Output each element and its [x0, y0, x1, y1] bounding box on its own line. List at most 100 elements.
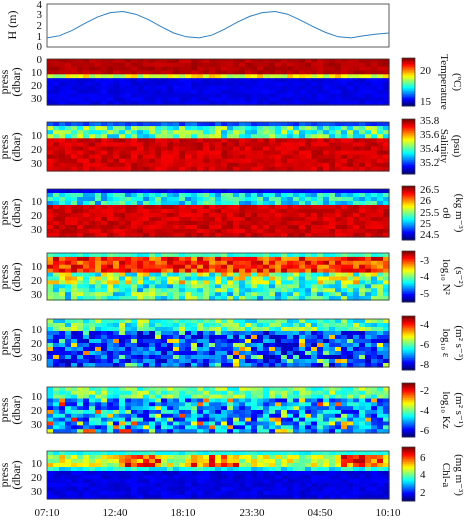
heatmap-cell	[251, 89, 258, 95]
heatmap-cell	[221, 463, 228, 468]
heatmap-cell	[281, 197, 288, 202]
heatmap-cell	[209, 463, 216, 468]
heatmap-cell	[191, 70, 198, 75]
heatmap-cell	[263, 85, 270, 91]
heatmap-cell	[335, 229, 342, 234]
heatmap-cell	[221, 406, 228, 411]
heatmap-cell	[323, 455, 330, 460]
heatmap-cell	[353, 467, 360, 472]
heatmap-cell	[71, 221, 78, 226]
heatmap-cell	[71, 213, 78, 218]
heatmap-cell	[209, 130, 216, 135]
heatmap-cell	[341, 253, 348, 258]
heatmap-cell	[113, 146, 120, 152]
heatmap-cell	[155, 193, 162, 198]
heatmap-cell	[89, 483, 96, 488]
heatmap-cell	[185, 292, 192, 297]
heatmap-cell	[371, 134, 378, 139]
heatmap-cell	[257, 166, 264, 172]
heatmap-cell	[329, 213, 336, 218]
heatmap-cell	[269, 483, 276, 488]
colorbar-segment	[402, 67, 415, 69]
heatmap-cell	[137, 146, 144, 152]
heatmap-cell	[173, 272, 180, 278]
heatmap-cell	[89, 264, 96, 270]
heatmap-cell	[371, 390, 378, 396]
heatmap-cell	[341, 82, 348, 87]
heatmap-cell	[53, 398, 60, 403]
heatmap-cell	[371, 288, 378, 293]
heatmap-cell	[215, 339, 222, 344]
heatmap-cell	[341, 268, 348, 274]
heatmap-cell	[275, 264, 282, 270]
heatmap-cell	[173, 201, 180, 206]
heatmap-cell	[371, 256, 378, 262]
heatmap-cell	[101, 225, 108, 230]
heatmap-cell	[257, 126, 264, 131]
heatmap-cell	[317, 213, 324, 218]
heatmap-cell	[251, 296, 258, 301]
heatmap-cell	[329, 355, 336, 360]
colorbar-segment	[402, 359, 415, 363]
heatmap-cell	[323, 256, 330, 262]
heatmap-cell	[365, 463, 372, 468]
heatmap-cell	[173, 421, 180, 426]
heatmap-cell	[191, 327, 198, 332]
heatmap-cell	[335, 296, 342, 301]
heatmap-cell	[191, 363, 198, 368]
heatmap-cell	[101, 217, 108, 222]
heatmap-cell	[227, 355, 234, 360]
heatmap-cell	[47, 59, 54, 64]
heatmap-cell	[299, 292, 306, 297]
heatmap-cell	[215, 363, 222, 368]
heatmap-cell	[251, 284, 258, 289]
heatmap-cell	[167, 229, 174, 234]
heatmap-cell	[137, 101, 144, 106]
log10-n2-ytick-label-0: 10	[31, 261, 43, 273]
heatmap-cell	[89, 66, 96, 72]
heatmap-cell	[59, 59, 66, 64]
heatmap-cell	[293, 323, 300, 328]
heatmap-cell	[161, 93, 168, 98]
log10-epsilon-ytick-label-2: 30	[31, 352, 43, 364]
heatmap-cell	[143, 260, 150, 266]
colorbar-segment	[402, 61, 415, 63]
heatmap-cell	[185, 479, 192, 484]
heatmap-cell	[149, 463, 156, 468]
heatmap-cell	[119, 471, 126, 476]
heatmap-cell	[383, 89, 390, 95]
heatmap-cell	[221, 256, 228, 262]
heatmap-cell	[245, 339, 252, 344]
heatmap-cell	[215, 78, 222, 83]
heatmap-cell	[251, 479, 258, 484]
heatmap-cell	[293, 85, 300, 91]
heatmap-cell	[347, 225, 354, 230]
heatmap-cell	[185, 410, 192, 415]
heatmap-cell	[245, 327, 252, 332]
heatmap-cell	[305, 93, 312, 98]
heatmap-cell	[239, 296, 246, 301]
colorbar-segment	[402, 219, 415, 222]
heatmap-cell	[113, 126, 120, 131]
heatmap-cell	[161, 82, 168, 87]
heatmap-cell	[173, 296, 180, 301]
heatmap-cell	[365, 229, 372, 234]
heatmap-cell	[53, 158, 60, 164]
heatmap-cell	[371, 221, 378, 226]
heatmap-cell	[281, 193, 288, 198]
heatmap-cell	[347, 459, 354, 464]
heatmap-cell	[53, 363, 60, 368]
heatmap-cell	[329, 268, 336, 274]
heatmap-cell	[47, 138, 54, 144]
colorbar-segment	[402, 199, 415, 202]
heatmap-cell	[269, 253, 276, 258]
heatmap-cell	[317, 162, 324, 168]
heatmap-cell	[179, 260, 186, 266]
heatmap-cell	[281, 483, 288, 488]
heatmap-cell	[125, 475, 132, 480]
log10-epsilon-cbar-label-line1: log₁₀ ε	[440, 328, 452, 357]
heatmap-cell	[95, 70, 102, 75]
heatmap-cell	[125, 138, 132, 144]
heatmap-cell	[119, 166, 126, 172]
heatmap-cell	[341, 347, 348, 352]
